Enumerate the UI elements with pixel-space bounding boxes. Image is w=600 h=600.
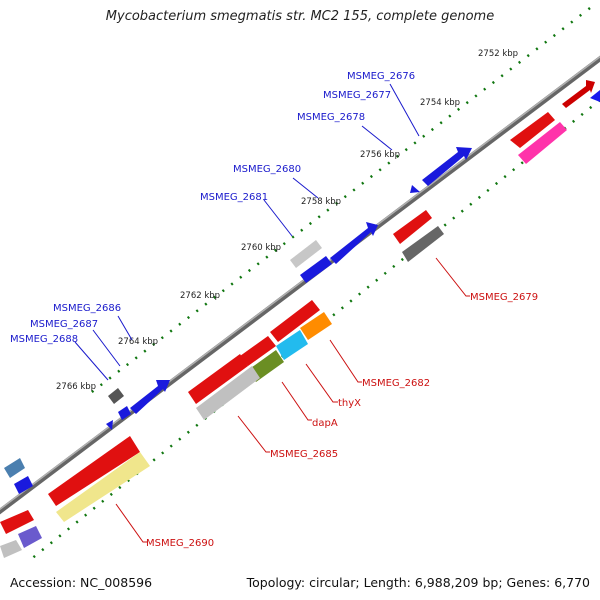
gene-feature — [106, 420, 113, 430]
gene-feature — [270, 300, 320, 342]
gene-feature — [130, 380, 170, 414]
gene-feature — [0, 510, 34, 534]
gene-feature — [402, 226, 444, 262]
kbp-label: 2762 kbp — [180, 291, 220, 301]
leader-lines — [74, 83, 470, 543]
gene-feature — [240, 336, 276, 366]
gene-label: thyX — [338, 398, 361, 409]
outer-tick-track — [87, 7, 591, 396]
gene-label: MSMEG_2688 — [10, 334, 78, 345]
kbp-label: 2752 kbp — [478, 49, 518, 59]
kbp-label: 2756 kbp — [360, 150, 400, 160]
gene-feature — [518, 122, 567, 164]
gene-feature — [393, 210, 432, 244]
gene-feature — [422, 147, 472, 186]
kbp-label: 2758 kbp — [301, 197, 341, 207]
gene-label: MSMEG_2676 — [347, 71, 415, 82]
gene-feature — [410, 185, 420, 193]
gene-feature — [510, 112, 555, 148]
gene-label: MSMEG_2677 — [323, 90, 391, 101]
gene-feature — [276, 330, 308, 360]
gene-label: MSMEG_2690 — [146, 538, 214, 549]
gene-feature — [300, 256, 332, 283]
gene-label: MSMEG_2682 — [362, 378, 430, 389]
inner-tick-track — [29, 99, 600, 561]
gene-label: dapA — [312, 418, 338, 429]
gene-feature — [562, 80, 595, 108]
gene-feature — [590, 90, 600, 102]
gene-labels: MSMEG_2676 MSMEG_2677 MSMEG_2678 MSMEG_2… — [10, 71, 538, 549]
kbp-labels: 2752 kbp 2754 kbp 2756 kbp 2758 kbp 2760… — [56, 49, 518, 392]
gene-label: MSMEG_2681 — [200, 192, 268, 203]
map-title: Mycobacterium smegmatis str. MC2 155, co… — [105, 9, 495, 24]
gene-label: MSMEG_2680 — [233, 164, 301, 175]
reverse-genes — [0, 112, 567, 558]
gene-feature — [188, 354, 248, 404]
gene-feature — [108, 388, 124, 404]
kbp-label: 2766 kbp — [56, 382, 96, 392]
gene-label: MSMEG_2678 — [297, 112, 365, 123]
forward-genes — [4, 80, 600, 494]
gene-feature — [14, 476, 33, 494]
gene-feature — [330, 222, 378, 264]
gene-feature — [48, 436, 140, 506]
gene-feature — [196, 366, 260, 420]
gene-feature — [300, 312, 332, 340]
accession-text: Accession: NC_008596 — [10, 575, 153, 590]
gene-feature — [56, 452, 150, 522]
gene-feature — [0, 540, 22, 558]
gene-feature — [118, 406, 131, 420]
gene-feature — [290, 240, 322, 268]
kbp-label: 2764 kbp — [118, 337, 158, 347]
genome-backbone — [0, 55, 600, 515]
topology-summary: Topology: circular; Length: 6,988,209 bp… — [246, 575, 590, 590]
kbp-label: 2754 kbp — [420, 98, 460, 108]
gene-label: MSMEG_2686 — [53, 303, 121, 314]
gene-feature — [4, 458, 25, 478]
gene-label: MSMEG_2687 — [30, 319, 98, 330]
gene-label: MSMEG_2679 — [470, 292, 538, 303]
gene-label: MSMEG_2685 — [270, 449, 338, 460]
gene-feature — [18, 526, 42, 548]
kbp-label: 2760 kbp — [241, 243, 281, 253]
